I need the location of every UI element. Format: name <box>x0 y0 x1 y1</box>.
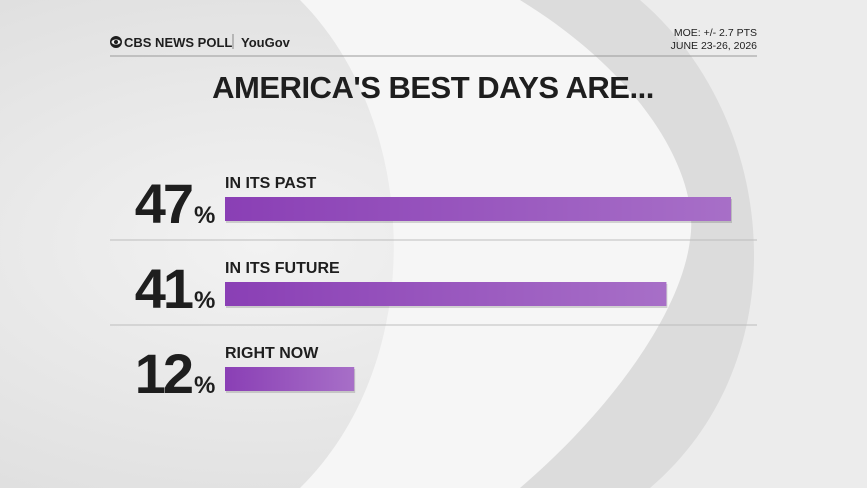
moe: MOE: +/- 2.7 PTS <box>674 27 757 39</box>
value-label: 47 <box>135 172 192 235</box>
bar-sheen <box>225 197 731 221</box>
bar-sheen <box>225 282 667 306</box>
value-label: 12 <box>135 342 192 405</box>
cbs-eye <box>110 36 122 48</box>
category-label: IN ITS FUTURE <box>225 260 340 277</box>
value-unit: % <box>194 287 215 314</box>
value-label: 41 <box>135 257 193 320</box>
bar-sheen <box>225 367 355 391</box>
category-label: RIGHT NOW <box>225 345 319 362</box>
brand: CBS NEWS POLL <box>124 35 232 50</box>
partner: YouGov <box>241 35 291 50</box>
category-label: IN ITS PAST <box>225 175 316 192</box>
value-unit: % <box>194 202 215 229</box>
dates: JUNE 23-26, 2026 <box>671 40 758 52</box>
value-unit: % <box>194 372 215 399</box>
chart-title: AMERICA'S BEST DAYS ARE... <box>212 70 654 105</box>
bg-curve <box>640 0 867 488</box>
